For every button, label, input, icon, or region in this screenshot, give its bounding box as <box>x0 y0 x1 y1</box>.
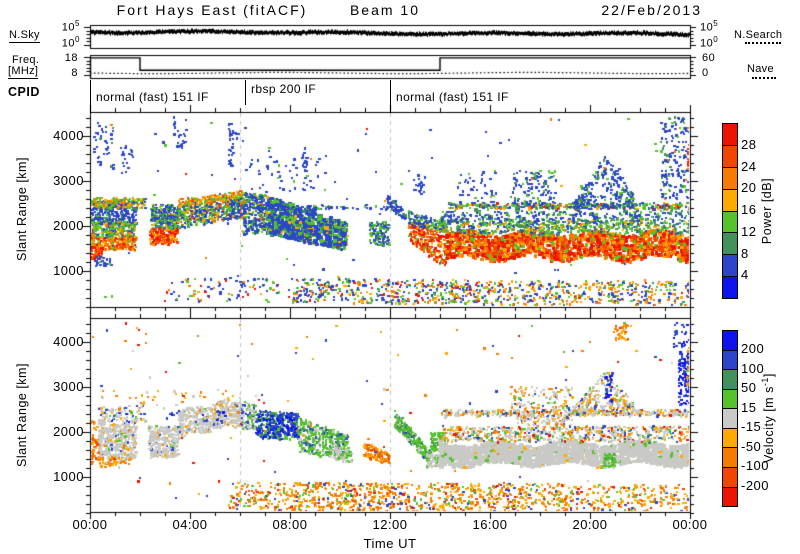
noise-scale-top-right: 105 <box>700 19 719 34</box>
cpid-segment: normal (fast) 151 IF <box>90 80 209 113</box>
noise-scale-bottom-left: 100 <box>61 35 80 50</box>
x-tick-label: 16:00 <box>472 517 508 532</box>
power-y-axis-title: Slant Range [km] <box>15 157 29 261</box>
cpid-segment: normal (fast) 151 IF <box>390 80 509 113</box>
velocity-colorbar-segment <box>723 389 737 409</box>
velocity-colorbar-label: -200 <box>741 477 770 493</box>
x-tick-label: 00:00 <box>672 517 708 532</box>
nsearch-label: N.Search <box>734 29 783 41</box>
power-colorbar-label: 20 <box>741 180 757 196</box>
cpid-label: CPID <box>8 85 40 99</box>
velocity-colorbar-label: -15 <box>741 419 762 435</box>
power-colorbar-label: 28 <box>741 136 757 152</box>
beam-label: Beam 10 <box>349 2 421 18</box>
power-colorbar-segment <box>723 233 737 255</box>
velocity-colorbar-segment <box>723 331 737 350</box>
nave-scale-top: 60 <box>702 52 716 64</box>
nave-scale-bottom: 0 <box>702 67 709 79</box>
power-colorbar-label: 12 <box>741 223 757 239</box>
velocity-colorbar-segment <box>723 350 737 370</box>
power-colorbar-segment <box>723 167 737 189</box>
power-colorbar-segment <box>723 124 737 145</box>
nsky-label: N.Sky <box>9 29 40 43</box>
power-colorbar-segment <box>723 145 737 167</box>
power-colorbar-label: 24 <box>741 158 757 174</box>
power-y-tick-label: 3000 <box>53 173 84 188</box>
power-colorbar <box>722 123 738 299</box>
power-colorbar-label: 4 <box>741 267 749 283</box>
power-colorbar-segment <box>723 277 737 298</box>
velocity-colorbar-label: 15 <box>741 399 757 415</box>
power-colorbar-label: 8 <box>741 245 749 261</box>
x-tick-label: 20:00 <box>572 517 608 532</box>
power-colorbar-segment <box>723 255 737 277</box>
x-tick-label: 12:00 <box>372 517 408 532</box>
freq-label-line1: Freq. <box>12 54 40 66</box>
x-tick-label: 04:00 <box>172 517 208 532</box>
velocity-colorbar-segment <box>723 467 737 487</box>
velocity-y-tick-label: 1000 <box>53 469 84 484</box>
velocity-colorbar-label: 100 <box>741 360 765 376</box>
nave-label: Nave <box>747 63 774 75</box>
velocity-y-tick-label: 3000 <box>53 379 84 394</box>
noise-scale-top-left: 105 <box>61 19 80 34</box>
velocity-colorbar-label: 200 <box>741 341 765 357</box>
power-colorbar-segment <box>723 211 737 233</box>
velocity-colorbar-segment <box>723 409 737 428</box>
power-colorbar-label: 16 <box>741 202 757 217</box>
nsearch-dotted-line-key <box>745 42 781 44</box>
noise-scale-bottom-right: 100 <box>700 35 719 50</box>
x-tick-label: 08:00 <box>272 517 308 532</box>
velocity-colorbar-segment <box>723 448 737 467</box>
velocity-y-tick-label: 4000 <box>53 334 84 349</box>
velocity-colorbar-label: -100 <box>741 458 770 474</box>
power-y-tick-label: 1000 <box>53 263 84 278</box>
velocity-colorbar-segment <box>723 428 737 448</box>
x-axis-title: Time UT <box>363 536 417 551</box>
power-colorbar-segment <box>723 189 737 211</box>
power-y-tick-label: 2000 <box>53 218 84 233</box>
date-label: 22/Feb/2013 <box>601 2 702 18</box>
freq-scale-top: 18 <box>64 52 78 64</box>
velocity-y-tick-label: 2000 <box>53 424 84 439</box>
velocity-colorbar-segment <box>723 487 737 507</box>
page-title: Fort Hays East (fitACF) <box>116 2 308 18</box>
nave-dotted-line-key <box>752 77 776 79</box>
power-colorbar-title: Power [dB] <box>760 177 774 245</box>
freq-label-line2: [MHz] <box>8 65 39 79</box>
velocity-y-axis-title: Slant Range [km] <box>15 363 29 467</box>
freq-scale-bottom: 8 <box>71 67 78 79</box>
x-tick-label: 00:00 <box>72 517 108 532</box>
power-y-tick-label: 4000 <box>53 128 84 143</box>
velocity-colorbar-label: 50 <box>741 380 757 396</box>
velocity-colorbar-label: -50 <box>741 438 762 454</box>
velocity-colorbar-segment <box>723 370 737 389</box>
velocity-colorbar <box>722 330 738 507</box>
cpid-segment: rbsp 200 IF <box>245 80 316 105</box>
